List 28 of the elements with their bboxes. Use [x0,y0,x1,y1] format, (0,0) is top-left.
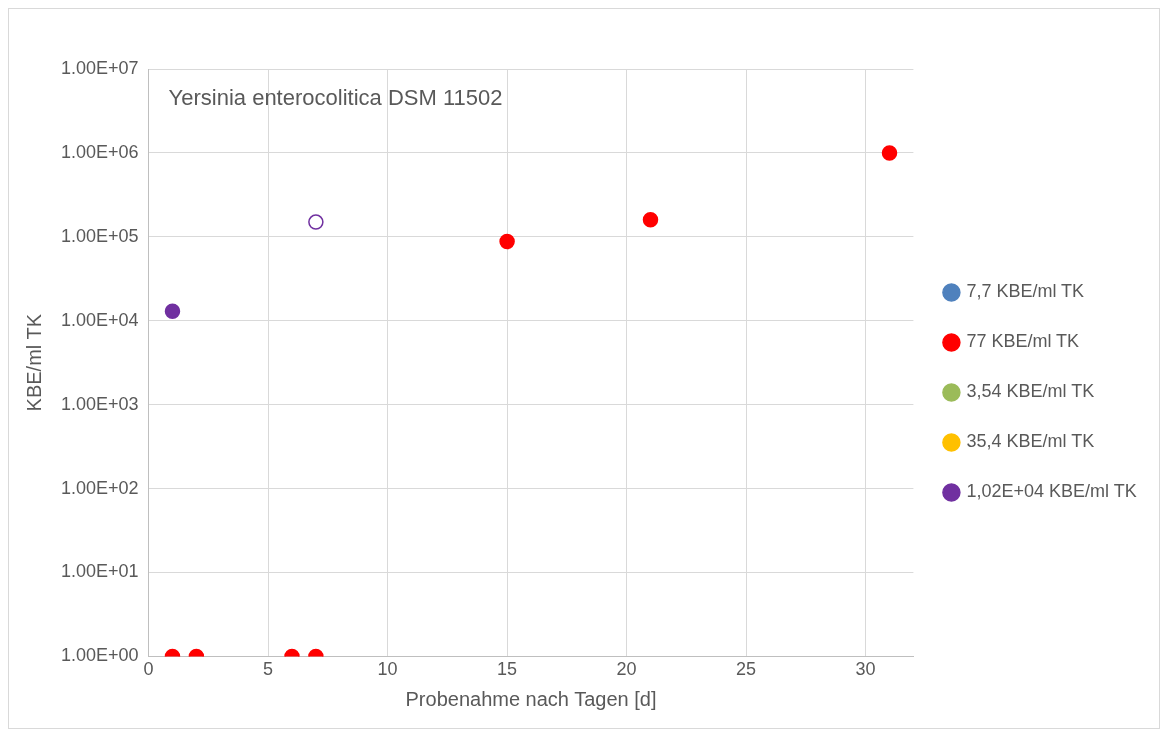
y-tick-label: 1.00E+04 [60,309,139,330]
legend-label: 35,4 KBE/ml TK [966,431,1095,452]
legend-label: 7,7 KBE/ml TK [966,281,1085,302]
point [499,233,515,250]
x-tick-label: 20 [616,659,637,680]
legend-label: 3,54 KBE/ml TK [966,381,1095,402]
x-tick-label: 10 [377,659,398,680]
x-tick-label: 15 [497,659,518,680]
y-tick-label: 1.00E+07 [60,57,139,78]
y-tick-label: 1.00E+03 [60,393,139,414]
y-tick-label: 1.00E+06 [60,141,139,162]
x-tick-label: 30 [855,659,876,680]
annotation: Yersinia enterocolitica DSM 11502 [168,85,503,111]
point [308,214,324,230]
x-tick-label: 25 [736,659,757,680]
x-tick-label: 0 [143,659,154,680]
point [881,145,898,161]
legend-label: 77 KBE/ml TK [966,331,1080,352]
y-tick-label: 1.00E+01 [60,561,139,582]
y-tick-label: 1.00E+05 [60,225,139,246]
x-tick-label: 5 [263,659,274,680]
point [642,211,659,228]
point [164,303,181,319]
legend-label: 1,02E+04 KBE/ml TK [966,481,1137,502]
y-axis-title: KBE/ml TK [22,313,45,412]
y-tick-label: 1.00E+00 [60,645,139,666]
y-tick-label: 1.00E+02 [60,477,139,498]
x-axis-title: Probenahme nach Tagen [d] [405,687,657,710]
